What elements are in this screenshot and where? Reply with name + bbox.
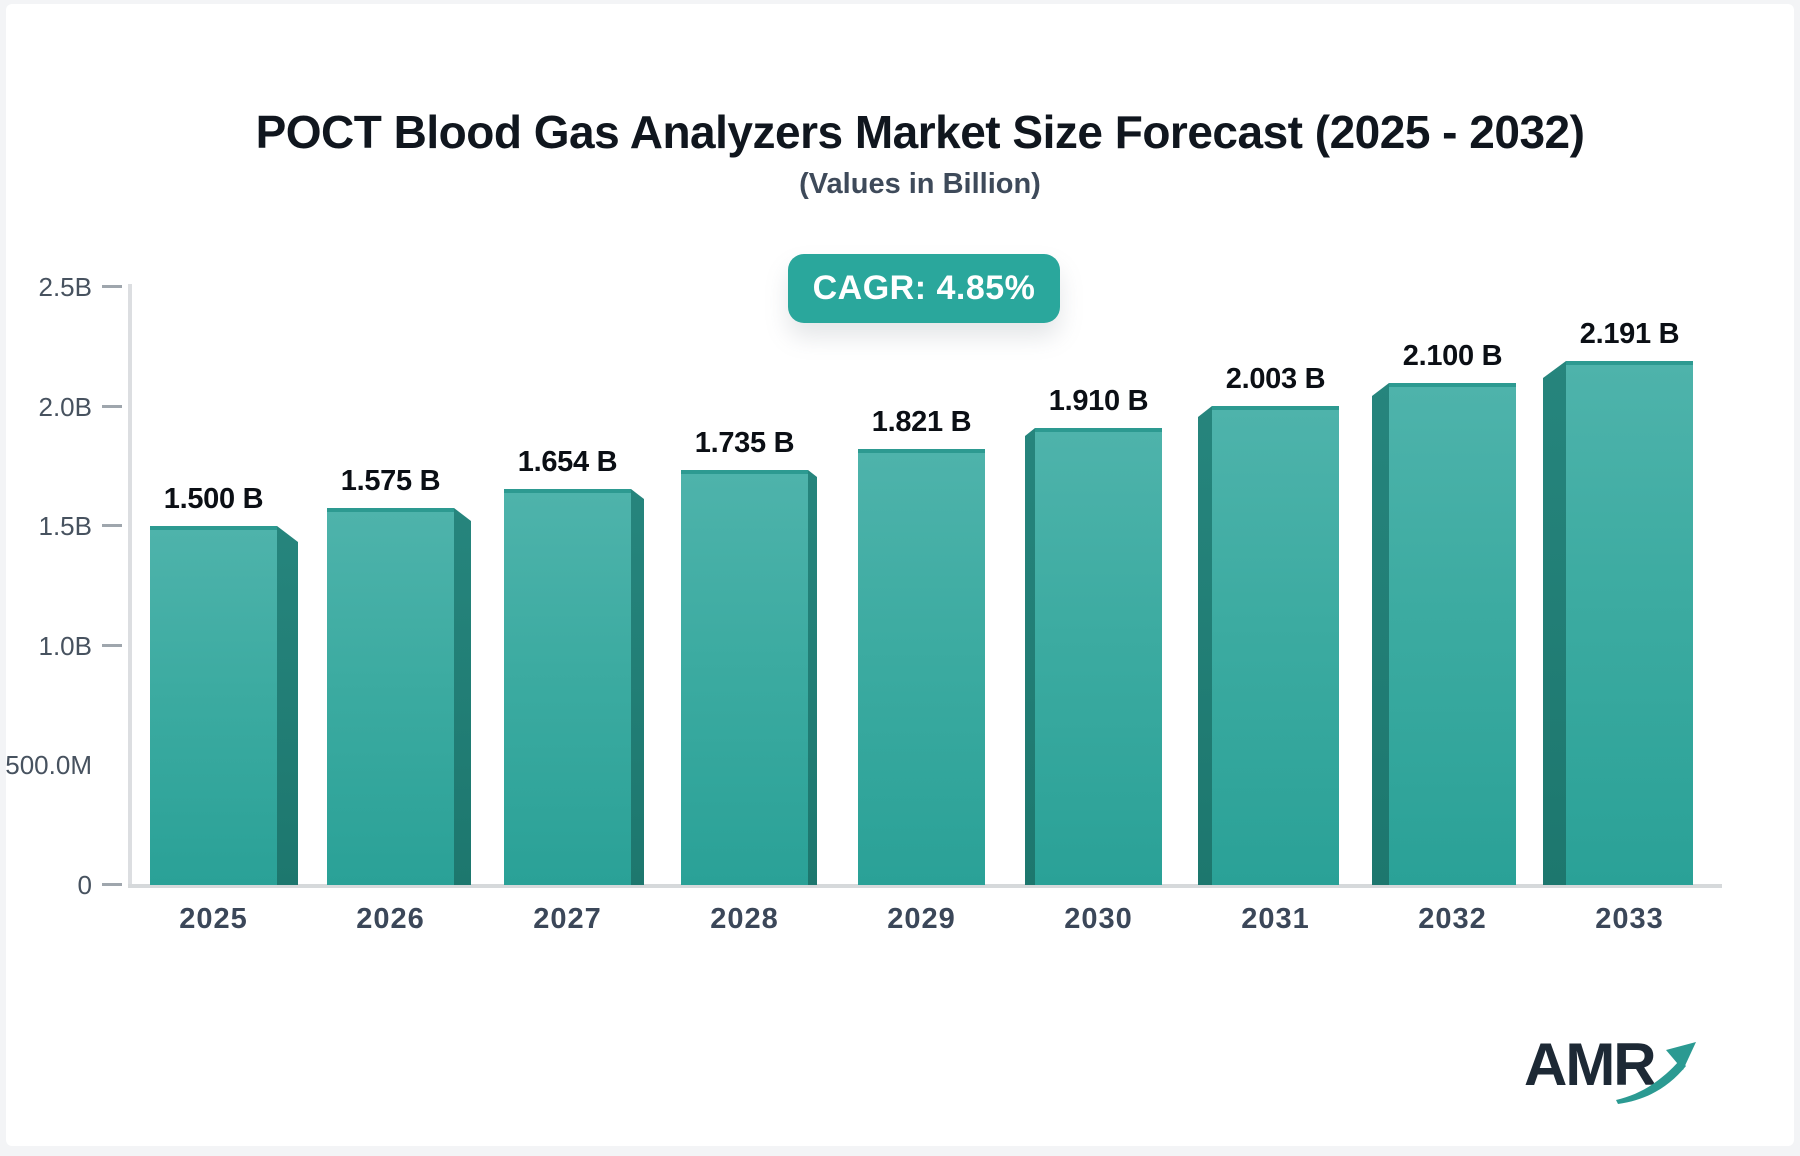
y-tick-label: 1.5B bbox=[38, 511, 93, 542]
year-label-2031: 2031 bbox=[1241, 903, 1310, 935]
bar-2029 bbox=[858, 449, 985, 885]
bar-2027 bbox=[504, 489, 631, 885]
bar-2032 bbox=[1389, 383, 1516, 885]
value-label-2026: 1.575 B bbox=[340, 465, 441, 497]
amr-logo-text: AMR bbox=[1524, 1031, 1656, 1098]
value-label-2033: 2.191 B bbox=[1579, 318, 1680, 350]
cagr-badge: CAGR: 4.85% bbox=[788, 254, 1060, 323]
bar-side-2031 bbox=[1198, 406, 1212, 885]
bar-side-2027 bbox=[631, 489, 644, 885]
value-label-2030: 1.910 B bbox=[1048, 385, 1149, 417]
bar-2031 bbox=[1212, 406, 1339, 885]
y-tick-label: 2.5B bbox=[38, 272, 93, 302]
bar-2026 bbox=[327, 508, 454, 885]
year-label-2025: 2025 bbox=[179, 903, 248, 935]
chart-title: POCT Blood Gas Analyzers Market Size For… bbox=[255, 106, 1585, 158]
bar-2025 bbox=[150, 526, 277, 885]
amr-logo: AMR bbox=[1524, 1031, 1696, 1104]
value-label-2032: 2.100 B bbox=[1402, 340, 1503, 372]
amr-logo-arrowhead-icon bbox=[1666, 1042, 1696, 1070]
y-tick-label: 2.0B bbox=[38, 391, 93, 422]
value-label-2027: 1.654 B bbox=[517, 446, 618, 478]
chart-subtitle: (Values in Billion) bbox=[799, 168, 1041, 200]
y-tick-label: 500.0M bbox=[5, 750, 92, 781]
value-label-2029: 1.821 B bbox=[871, 406, 972, 438]
bar-2033 bbox=[1566, 361, 1693, 885]
year-label-2033: 2033 bbox=[1595, 903, 1664, 935]
year-label-2030: 2030 bbox=[1064, 903, 1133, 935]
value-label-2028: 1.735 B bbox=[694, 427, 795, 459]
value-label-2031: 2.003 B bbox=[1225, 363, 1326, 395]
bar-2028 bbox=[681, 470, 808, 885]
bar-side-2025 bbox=[277, 526, 298, 885]
x-axis-line bbox=[128, 884, 1722, 888]
value-label-2025: 1.500 B bbox=[163, 483, 264, 515]
year-label-2028: 2028 bbox=[710, 903, 779, 935]
y-tick-dash bbox=[102, 285, 122, 288]
year-label-2029: 2029 bbox=[887, 903, 956, 935]
y-tick-dash bbox=[102, 883, 122, 886]
year-label-2027: 2027 bbox=[533, 903, 602, 935]
year-label-2032: 2032 bbox=[1418, 903, 1487, 935]
bar-side-2033 bbox=[1543, 361, 1566, 885]
y-tick-dash bbox=[102, 524, 122, 528]
bar-side-2030 bbox=[1025, 428, 1035, 885]
y-tick-label: 1.0B bbox=[38, 630, 93, 661]
bar-side-2032 bbox=[1372, 383, 1389, 885]
bar-side-2028 bbox=[808, 470, 817, 885]
y-tick-dash bbox=[102, 404, 122, 408]
y-axis-line bbox=[128, 284, 132, 888]
year-label-2026: 2026 bbox=[356, 903, 425, 935]
bar-2030 bbox=[1035, 428, 1162, 885]
y-tick-label: 0 bbox=[77, 870, 92, 900]
bar-side-2026 bbox=[454, 508, 471, 885]
y-tick-dash bbox=[102, 643, 122, 647]
